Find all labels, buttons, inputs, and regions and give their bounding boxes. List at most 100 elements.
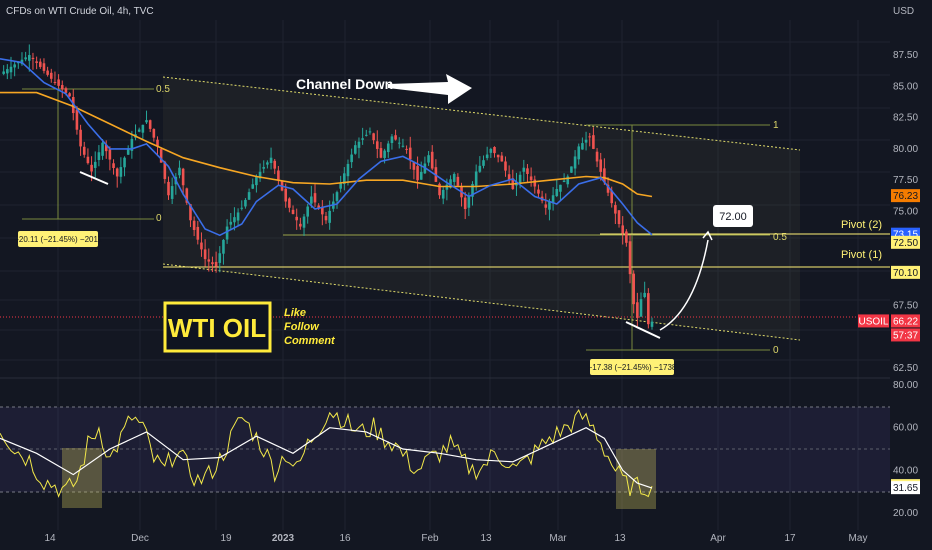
candle-body [408,147,412,160]
candle-body [562,180,566,183]
price-tag-label: 76.23 [893,191,918,202]
candle-body [119,167,123,177]
candle-body [148,120,152,129]
candle-body [302,216,306,228]
candle-body [441,189,445,199]
candle-body [449,179,452,188]
measure-right-label: −17.38 (−21.45%) −1738 [588,363,677,372]
price-tick-label: 87.50 [893,50,918,61]
pivot-1-label: Pivot (1) [841,249,882,261]
candle-body [401,145,405,147]
candle-body [482,160,485,166]
candle-body [537,189,540,194]
candle-body [405,148,408,150]
rsi-highlight-left [62,448,102,508]
candle-body [496,154,500,158]
candle-body [452,173,456,182]
time-tick-label: Mar [549,533,567,544]
candle-body [38,61,42,67]
candle-body [489,148,493,153]
candle-body [321,206,324,215]
candle-body [372,133,375,141]
grid [0,20,890,530]
candle-body [258,171,262,179]
candle-body [566,176,570,185]
fib-left: 0.5 0 [22,84,170,224]
channel-arrow-icon [388,74,472,104]
candle-body [350,154,353,163]
candle-body [310,196,313,204]
candle-body [93,161,97,168]
fib-right-top-label: 1 [773,120,779,131]
candle-body [346,163,350,177]
candle-body [471,183,474,197]
candle-body [156,139,159,147]
price-tag-label: 73.15 [893,230,918,241]
price-tag [891,314,920,328]
candle-body [427,155,430,163]
candle-body [24,57,27,60]
candle-body [152,128,156,138]
rsi-line [0,409,653,498]
fib-right-mid-label: 0.5 [773,232,787,243]
candle-body [57,79,60,86]
candle-body [137,129,141,132]
candle-body [211,262,214,265]
rsi-highlight-right [616,449,656,509]
candle-body [628,241,632,275]
candle-body [64,88,68,93]
candle-body [192,220,196,230]
candle-body [368,131,372,133]
price-tick-label: 80.00 [893,144,918,155]
price-tick-label: 77.50 [893,175,918,186]
candle-body [68,93,71,97]
price-tag-label: 70.10 [893,268,918,279]
candle-body [262,167,266,169]
candle-body [617,210,621,225]
candle-body [397,142,401,144]
price-tag [858,314,889,328]
candle-body [621,225,624,234]
candle-body [485,154,489,159]
wti-logo: WTI OIL [163,301,272,353]
candle-body [115,168,119,177]
price-tag-label: USOIL [858,316,888,327]
price-tag [891,189,920,203]
price-tag [891,235,920,249]
candle-body [614,205,617,214]
candle-body [214,261,218,267]
candle-body [551,195,555,204]
candle-body [101,142,104,156]
fib-right: 1 0.5 0 [283,120,787,356]
currency-label: USD [893,6,914,17]
candle-body [189,204,192,221]
candle-body [394,135,397,140]
candle-body [167,181,170,196]
candle-body [9,66,13,73]
candle-body [313,193,317,203]
candle-body [97,152,101,161]
candle-body [141,124,145,133]
candle-body [438,183,441,196]
price-tick-label: 85.00 [893,81,918,92]
candle-body [493,146,496,154]
candle-body [328,210,331,223]
channel-upper-line [162,76,801,151]
target-callout: 72.00 [713,205,753,227]
candle-body [200,242,203,250]
candle-body [478,165,482,172]
candle-body [295,216,298,221]
candle-body [181,168,185,186]
candle-body [456,176,460,186]
rsi-axis: 80.00 60.00 40.00 20.00 [893,380,918,519]
candle-body [159,149,163,163]
candle-body [518,174,522,184]
candle-body [354,145,357,154]
logo-text: WTI OIL [168,313,266,343]
price-tag-label: 66.22 [893,316,918,327]
projection-curve [659,239,709,331]
price-tag [891,328,920,342]
candle-body [361,138,364,140]
candle-body [335,192,339,201]
